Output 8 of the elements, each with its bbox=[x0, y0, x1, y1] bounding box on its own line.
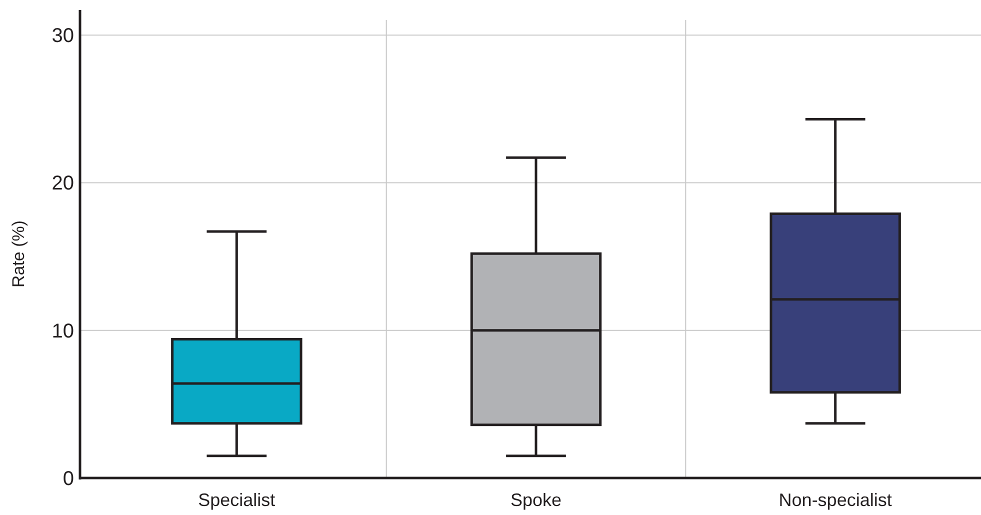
y-tick-label: 10 bbox=[52, 320, 74, 342]
y-tick-label: 0 bbox=[62, 468, 74, 490]
x-tick-label: Spoke bbox=[510, 490, 562, 510]
y-axis-title: Rate (%) bbox=[9, 220, 28, 288]
y-tick-label: 20 bbox=[52, 172, 74, 195]
x-tick-label: Non-specialist bbox=[778, 490, 892, 510]
y-tick-label: 30 bbox=[52, 25, 74, 48]
x-tick-label: Specialist bbox=[198, 490, 276, 510]
